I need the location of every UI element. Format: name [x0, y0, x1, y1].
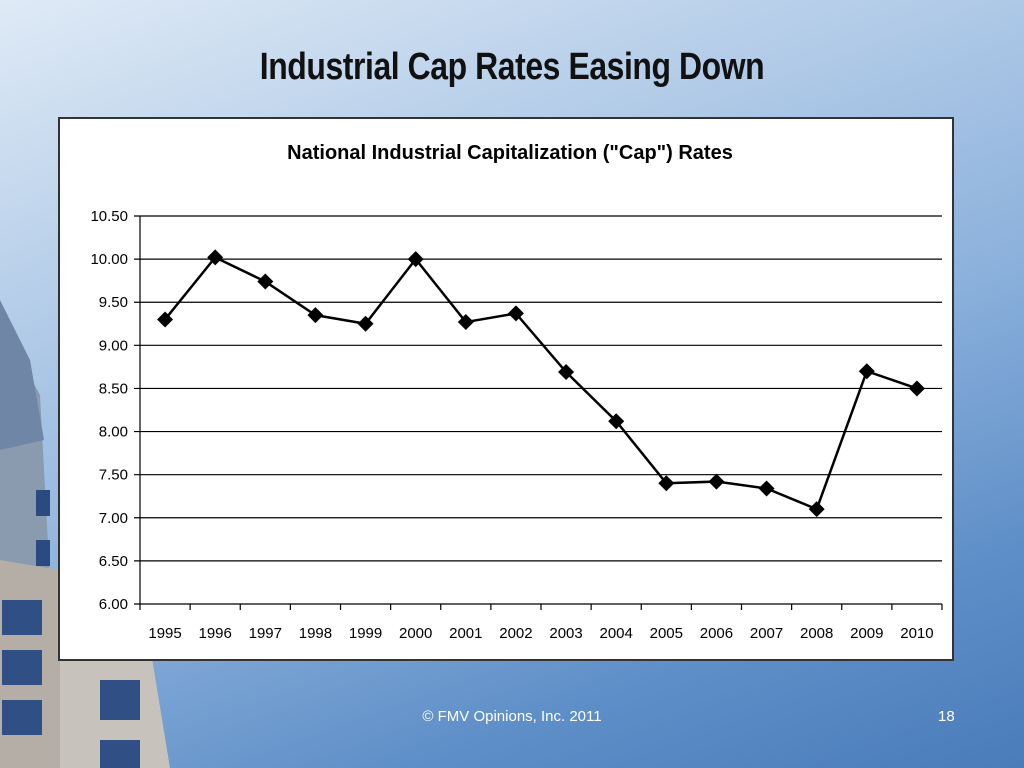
x-tick-label: 2001 [449, 625, 482, 642]
x-tick-label: 2003 [549, 625, 582, 642]
y-tick-label: 6.50 [99, 553, 128, 570]
y-tick-label: 8.00 [99, 424, 128, 441]
y-tick-label: 7.00 [99, 510, 128, 527]
chart-title: National Industrial Capitalization ("Cap… [287, 142, 733, 164]
data-point [558, 364, 575, 381]
x-tick-label: 2007 [750, 625, 783, 642]
x-tick-label: 2000 [399, 625, 432, 642]
x-tick-label: 2009 [850, 625, 883, 642]
x-tick-label: 1999 [349, 625, 382, 642]
footer-copyright: © FMV Opinions, Inc. 2011 [422, 708, 602, 725]
x-tick-label: 1997 [249, 625, 282, 642]
data-point [207, 249, 224, 266]
x-tick-label: 2008 [800, 625, 833, 642]
data-point [608, 413, 625, 430]
x-tick-label: 2010 [900, 625, 933, 642]
data-point [858, 363, 875, 380]
data-point [257, 273, 274, 290]
y-tick-label: 9.00 [99, 337, 128, 354]
x-tick-label: 1998 [299, 625, 332, 642]
data-point [808, 501, 825, 518]
x-tick-label: 1996 [199, 625, 232, 642]
x-tick-label: 2004 [600, 625, 633, 642]
data-point [407, 251, 424, 268]
x-tick-label: 2002 [499, 625, 532, 642]
data-point [908, 380, 925, 397]
y-tick-label: 7.50 [99, 467, 128, 484]
x-tick-label: 2006 [700, 625, 733, 642]
data-point [708, 473, 725, 490]
data-point [457, 314, 474, 331]
x-tick-label: 2005 [650, 625, 683, 642]
chart-panel: National Industrial Capitalization ("Cap… [58, 117, 954, 661]
x-tick-label: 1995 [148, 625, 181, 642]
y-tick-label: 8.50 [99, 380, 128, 397]
y-tick-label: 10.00 [90, 251, 128, 268]
page-number: 18 [938, 708, 955, 725]
y-tick-label: 10.50 [90, 208, 128, 225]
line-chart: National Industrial Capitalization ("Cap… [90, 142, 943, 642]
data-point [357, 315, 374, 332]
data-point [758, 480, 775, 497]
y-tick-label: 9.50 [99, 294, 128, 311]
data-point [507, 305, 524, 322]
slide-title: Industrial Cap Rates Easing Down [259, 46, 765, 88]
data-point [307, 307, 324, 324]
data-point [658, 475, 675, 492]
data-point [157, 311, 174, 328]
series-line [164, 255, 918, 511]
y-tick-label: 6.00 [99, 596, 128, 613]
